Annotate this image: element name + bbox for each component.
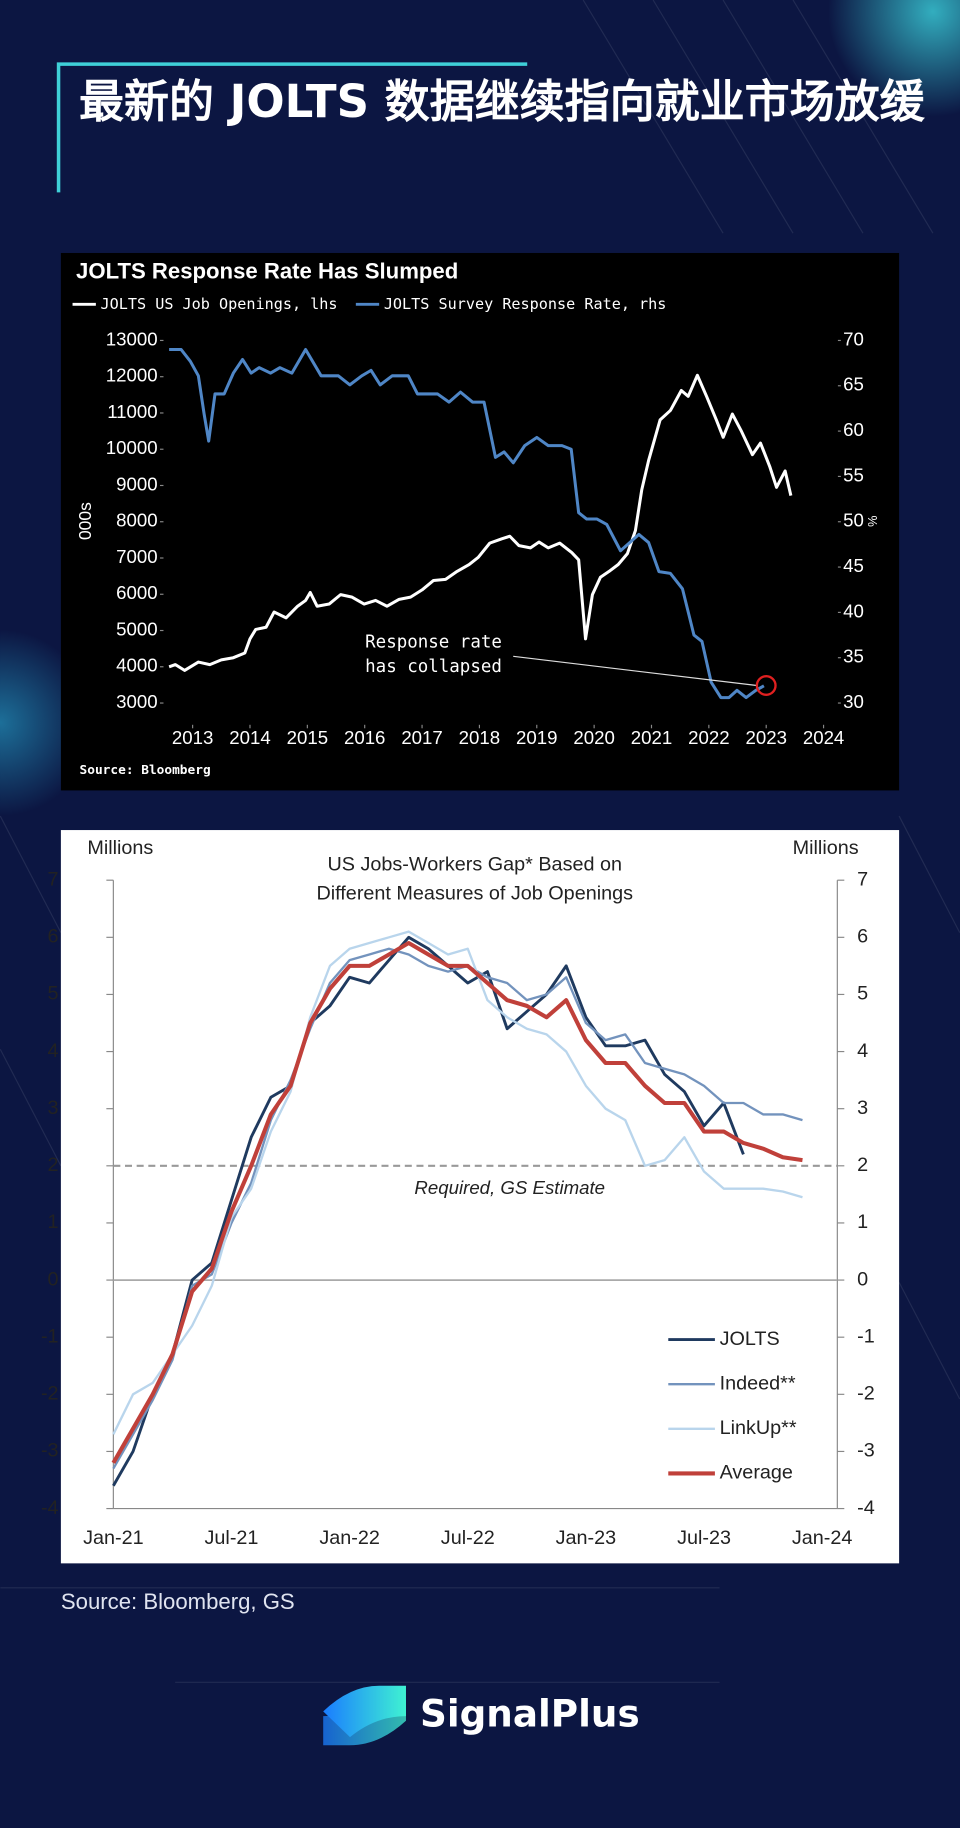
y2-tick-label: 70 <box>843 328 864 349</box>
x-tick-label: 2015 <box>287 727 328 748</box>
y2-tick-label: 3 <box>857 1097 868 1119</box>
y2-tick-label: 0 <box>857 1268 868 1290</box>
y2-tick-label: 40 <box>843 600 864 621</box>
chart-title: Different Measures of Job Openings <box>316 882 633 904</box>
x-tick-label: 2019 <box>516 727 557 748</box>
x-tick-label: Jan-22 <box>319 1527 380 1549</box>
x-tick-label: Jul-21 <box>205 1527 259 1549</box>
y2-tick-label: 6 <box>857 926 868 948</box>
y-tick-label: -3 <box>41 1440 59 1462</box>
legend-label: Indeed** <box>720 1372 796 1394</box>
y-tick-label: 7000 <box>116 546 157 567</box>
x-tick-label: 2023 <box>745 727 786 748</box>
x-tick-label: 2017 <box>401 727 442 748</box>
chart-panel <box>60 252 900 791</box>
y2-tick-label: 45 <box>843 555 864 576</box>
y-tick-label: 3 <box>48 1097 59 1119</box>
glow <box>828 0 960 117</box>
y-tick-label: -1 <box>41 1325 59 1347</box>
y-tick-label: 6 <box>48 926 59 948</box>
chart-title: JOLTS Response Rate Has Slumped <box>76 259 458 284</box>
y-tick-label: 8000 <box>116 510 157 531</box>
source: Source: Bloomberg, GS <box>61 1589 295 1614</box>
legend-label: LinkUp** <box>720 1417 797 1439</box>
y-tick-label: 10000 <box>106 437 158 458</box>
y2-tick-label: 65 <box>843 374 864 395</box>
logo <box>323 1685 406 1746</box>
y-tick-label: 0 <box>48 1268 59 1290</box>
x-tick-label: 2014 <box>229 727 270 748</box>
y-tick-label: 5000 <box>116 618 157 639</box>
y-tick-label: -2 <box>41 1383 59 1405</box>
legend-label: JOLTS <box>720 1328 780 1350</box>
y-tick-label: 9000 <box>116 473 157 494</box>
x-tick-label: 2021 <box>631 727 672 748</box>
title-accent <box>56 62 528 193</box>
x-tick-label: Jul-23 <box>677 1527 731 1549</box>
page-title: 最新的 JOLTS 数据继续指向就业市场放缓 <box>79 75 925 128</box>
y2-tick-label: 55 <box>843 464 864 485</box>
x-tick-label: Jan-23 <box>556 1527 617 1549</box>
y-tick-label: 6000 <box>116 582 157 603</box>
y-tick-label: 11000 <box>107 401 157 422</box>
legend-label: JOLTS Survey Response Rate, rhs <box>384 295 667 313</box>
chart-panel <box>60 830 900 1564</box>
y-tick-label: 7 <box>48 868 59 890</box>
x-tick-label: 2018 <box>459 727 500 748</box>
y2-tick-label: 35 <box>843 646 864 667</box>
y2-axis-label: % <box>865 515 880 526</box>
annotation: Response rate <box>365 632 502 652</box>
y-tick-label: 4000 <box>116 655 157 676</box>
brand: SignalPlus <box>420 1692 640 1736</box>
y-axis-label: 000s <box>75 502 95 540</box>
annotation-pointer <box>513 655 757 687</box>
y2-tick-label: 2 <box>857 1154 868 1176</box>
decor-lines <box>0 0 960 1683</box>
x-tick-label: 2022 <box>688 727 729 748</box>
y2-tick-label: 50 <box>843 510 864 531</box>
y2-tick-label: 30 <box>843 691 864 712</box>
y-tick-label: 12000 <box>106 365 158 386</box>
x-tick-label: 2013 <box>172 727 213 748</box>
y-axis-label: Millions <box>87 837 153 859</box>
y-tick-label: 13000 <box>106 328 158 349</box>
y2-axis-label: Millions <box>793 837 859 859</box>
y2-tick-label: -2 <box>857 1383 875 1405</box>
y-tick-label: -4 <box>41 1497 59 1519</box>
y2-tick-label: -4 <box>857 1497 875 1519</box>
x-tick-label: 2024 <box>803 727 844 748</box>
y2-tick-label: 60 <box>843 419 864 440</box>
y-tick-label: 5 <box>48 983 59 1005</box>
chart-title: US Jobs-Workers Gap* Based on <box>327 853 622 875</box>
y2-tick-label: -3 <box>857 1440 875 1462</box>
chart-source: Source: Bloomberg <box>80 763 211 778</box>
x-tick-label: Jul-22 <box>441 1527 495 1549</box>
annotation: has collapsed <box>365 657 502 677</box>
y-tick-label: 1 <box>48 1211 59 1233</box>
y-tick-label: 3000 <box>116 691 157 712</box>
x-tick-label: 2020 <box>573 727 614 748</box>
series-line <box>111 940 803 1464</box>
x-tick-label: Jan-24 <box>792 1527 853 1549</box>
reference-label: Required, GS Estimate <box>414 1177 605 1198</box>
series-line <box>112 935 745 1487</box>
series-line <box>168 373 793 672</box>
y2-tick-label: 4 <box>857 1040 868 1062</box>
series-line <box>112 930 803 1435</box>
highlight-circle <box>755 675 777 696</box>
y2-tick-label: 1 <box>857 1211 868 1233</box>
series-line <box>169 348 765 700</box>
y2-tick-label: 5 <box>857 983 868 1005</box>
legend-label: Average <box>720 1462 793 1484</box>
y-tick-label: 2 <box>48 1154 59 1176</box>
x-tick-label: Jan-21 <box>83 1527 144 1549</box>
x-tick-label: 2016 <box>344 727 385 748</box>
y2-tick-label: 7 <box>857 868 868 890</box>
y2-tick-label: -1 <box>857 1325 875 1347</box>
y-tick-label: 4 <box>48 1040 59 1062</box>
legend-label: JOLTS US Job Openings, lhs <box>101 295 338 313</box>
